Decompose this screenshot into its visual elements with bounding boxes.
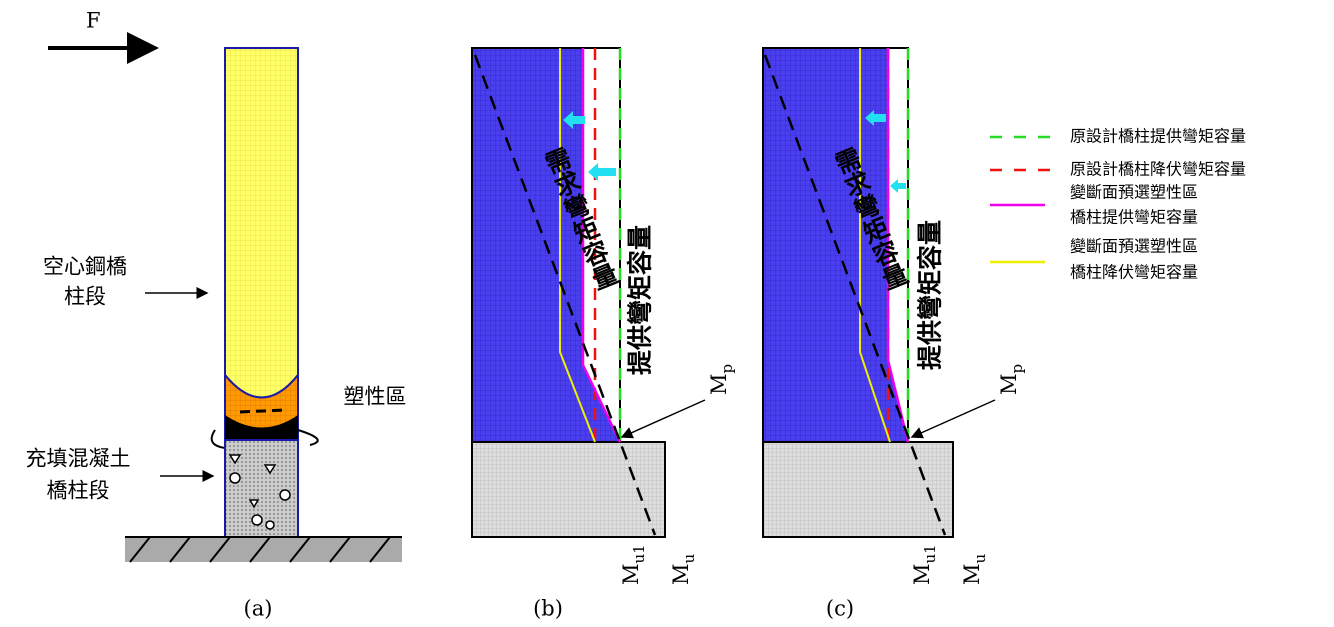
- legend-label: 原設計橋柱提供彎矩容量: [1070, 127, 1246, 146]
- capacity-label: 提供彎矩容量: [916, 220, 945, 370]
- mu1-label: Mu1: [619, 544, 649, 585]
- mu1-label: Mu1: [910, 544, 940, 585]
- base: [472, 442, 665, 537]
- hollow-label: 柱段: [64, 285, 106, 309]
- legend-label: 原設計橋柱降伏彎矩容量: [1070, 160, 1246, 179]
- caption: (a): [244, 597, 273, 621]
- mp-label: Mp: [997, 364, 1027, 395]
- hollow-column: [225, 48, 298, 398]
- legend-label: 變斷面預選塑性區: [1070, 183, 1198, 202]
- mu-label: Mu: [669, 553, 699, 585]
- ground: [125, 537, 402, 562]
- filled-label: 充填混凝土: [26, 447, 131, 471]
- plastic-label: 塑性區: [344, 385, 407, 409]
- force-label: F: [86, 9, 101, 33]
- mp-label: Mp: [707, 364, 737, 395]
- caption: (c): [826, 597, 854, 621]
- capacity-label: 提供彎矩容量: [626, 225, 655, 375]
- hollow-label: 空心鋼橋: [43, 255, 127, 279]
- caption: (b): [533, 597, 563, 621]
- panel-a: F 空心鋼橋 柱段 塑性區 充填混凝土 橋柱段 (a): [26, 9, 407, 621]
- legend-label: 橋柱降伏彎矩容量: [1070, 263, 1198, 282]
- legend-label: 橋柱提供彎矩容量: [1070, 208, 1198, 227]
- diagram: F 空心鋼橋 柱段 塑性區 充填混凝土 橋柱段 (a) 需求彎矩容量 提供彎矩容…: [0, 0, 1334, 627]
- filled-label: 橋柱段: [47, 479, 110, 503]
- panel-b: 需求彎矩容量 提供彎矩容量 Mp Mu1 Mu (b): [472, 48, 736, 621]
- legend-label: 變斷面預選塑性區: [1070, 237, 1198, 256]
- mu-label: Mu: [960, 553, 990, 585]
- panel-c: 需求彎矩容量 提供彎矩容量 Mp Mu1 Mu (c): [763, 48, 1026, 621]
- base: [763, 442, 953, 537]
- legend: 原設計橋柱提供彎矩容量 原設計橋柱降伏彎矩容量 變斷面預選塑性區 橋柱提供彎矩容…: [990, 127, 1246, 282]
